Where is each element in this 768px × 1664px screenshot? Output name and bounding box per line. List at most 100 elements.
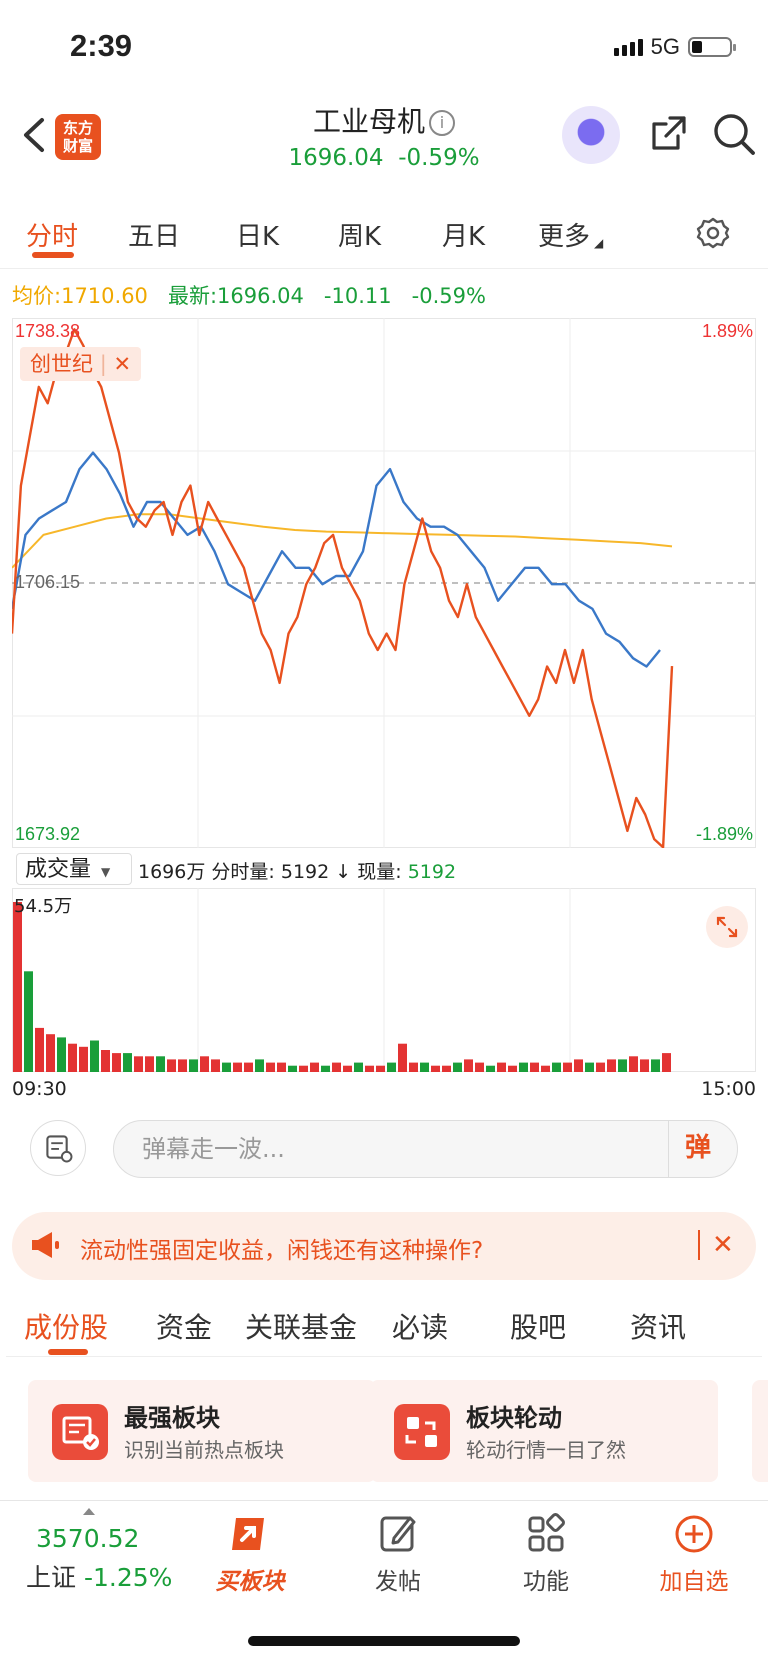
volume-bar	[464, 1059, 473, 1072]
promo-banner[interactable]	[12, 1212, 756, 1280]
volume-bar	[365, 1065, 374, 1072]
axis-bottom-pct: -1.89%	[695, 824, 753, 844]
tab-day-k[interactable]: 日K	[236, 222, 280, 252]
volume-bar	[629, 1056, 638, 1072]
intraday-chart[interactable]: 1738.38 1.89% 1706.15 1673.92 -1.89%	[12, 318, 756, 848]
nav-buy-sector[interactable]: 买板块	[190, 1510, 310, 1595]
rotation-icon	[394, 1404, 450, 1460]
volume-bar	[651, 1059, 660, 1072]
tab-constituents[interactable]: 成份股	[24, 1311, 109, 1344]
volume-bar	[431, 1065, 440, 1072]
volume-chart[interactable]	[12, 888, 756, 1072]
axis-top-pct: 1.89%	[701, 321, 753, 341]
compare-chip-label: 创世纪	[30, 352, 93, 376]
volume-bar	[244, 1062, 253, 1072]
tab-week-k[interactable]: 周K	[338, 222, 382, 252]
axis-top-price: 1738.38	[15, 321, 81, 341]
series-line-2	[12, 513, 673, 569]
volume-bar	[552, 1062, 561, 1072]
series-line-1	[12, 451, 661, 668]
volume-bar	[112, 1053, 121, 1072]
volume-bar	[288, 1065, 297, 1072]
volume-bar	[508, 1065, 517, 1072]
divider	[6, 1356, 762, 1357]
tab-news[interactable]: 资讯	[630, 1311, 687, 1344]
volume-bar	[46, 1034, 55, 1072]
tab-must-read[interactable]: 必读	[392, 1311, 449, 1344]
network-label: 5G	[650, 34, 680, 59]
danmu-button[interactable]: 弹	[668, 1120, 738, 1178]
banner-divider	[698, 1230, 700, 1260]
tab-active-indicator	[32, 252, 74, 258]
axis-bottom-price: 1673.92	[15, 824, 81, 844]
close-icon[interactable]: ✕	[113, 352, 132, 376]
danmu-input[interactable]: 弹幕走一波...	[113, 1120, 738, 1178]
tab-forum[interactable]: 股吧	[510, 1311, 567, 1344]
expand-icon[interactable]	[706, 906, 748, 948]
index-name[interactable]: 上证 -1.25%	[26, 1563, 173, 1592]
card-strongest-sector[interactable]: 最强板块 识别当前热点板块	[28, 1380, 376, 1482]
card-partial[interactable]	[752, 1380, 768, 1482]
volume-bar	[387, 1062, 396, 1072]
compare-chip[interactable]: 创世纪 | ✕	[20, 347, 142, 381]
gear-icon[interactable]	[696, 216, 730, 250]
search-icon[interactable]	[712, 112, 756, 156]
card-title: 板块轮动	[466, 1404, 562, 1432]
volume-bar	[530, 1062, 539, 1072]
status-indicators: 5G	[613, 34, 736, 60]
tab-more[interactable]: 更多 ◢	[538, 222, 604, 252]
tab-five-day[interactable]: 五日	[128, 222, 181, 252]
volume-bar	[255, 1059, 264, 1072]
volume-bar	[376, 1065, 385, 1072]
tab-month-k[interactable]: 月K	[442, 222, 486, 252]
indicator-select[interactable]: 成交量 ▼	[16, 853, 132, 885]
close-icon[interactable]: ✕	[712, 1230, 734, 1260]
volume-bar	[398, 1043, 407, 1072]
share-icon[interactable]	[648, 114, 688, 154]
volume-bar	[123, 1053, 132, 1072]
volume-bar	[354, 1062, 363, 1072]
tab-funds[interactable]: 资金	[156, 1311, 213, 1344]
index-value[interactable]: 3570.52	[36, 1524, 140, 1553]
back-icon[interactable]	[14, 110, 54, 160]
nav-post[interactable]: 发帖	[338, 1510, 458, 1595]
caret-up-icon[interactable]	[83, 1508, 95, 1515]
volume-bar	[640, 1059, 649, 1072]
volume-bar	[167, 1059, 176, 1072]
buy-sector-icon	[232, 1518, 264, 1550]
nav-add-watchlist[interactable]: 加自选	[634, 1510, 754, 1595]
volume-bar	[200, 1056, 209, 1072]
volume-bar	[332, 1062, 341, 1072]
card-sector-rotation[interactable]: 板块轮动 轮动行情一目了然	[370, 1380, 718, 1482]
series-line-0	[12, 328, 674, 848]
notes-icon[interactable]	[30, 1120, 86, 1176]
volume-bar	[310, 1062, 319, 1072]
header-change-pct: -0.59%	[398, 145, 480, 171]
edit-icon	[380, 1516, 416, 1552]
volume-bar	[321, 1065, 330, 1072]
volume-bar	[211, 1059, 220, 1072]
volume-bar	[299, 1065, 308, 1072]
volume-bar	[57, 1037, 66, 1072]
volume-bar	[178, 1059, 187, 1072]
volume-bar	[409, 1062, 418, 1072]
info-icon[interactable]: i	[429, 110, 455, 136]
volume-bar	[442, 1065, 451, 1072]
volume-bar	[563, 1062, 572, 1072]
app-logo: 东方 财富	[55, 114, 101, 160]
volume-bar	[145, 1056, 154, 1072]
tab-fenshi[interactable]: 分时	[26, 222, 79, 252]
status-time: 2:39	[70, 28, 133, 63]
volume-bar	[101, 1050, 110, 1072]
tab-related-funds[interactable]: 关联基金	[245, 1311, 358, 1344]
volume-chart-canvas	[13, 888, 671, 1072]
nav-functions[interactable]: 功能	[486, 1510, 606, 1595]
battery-icon	[688, 37, 736, 57]
card-title: 最强板块	[124, 1404, 220, 1432]
volume-bar	[607, 1059, 616, 1072]
add-icon	[675, 1515, 713, 1553]
signal-icon	[613, 38, 643, 56]
home-indicator	[248, 1636, 520, 1646]
volume-bar	[134, 1056, 143, 1072]
assistant-avatar[interactable]	[562, 106, 620, 164]
